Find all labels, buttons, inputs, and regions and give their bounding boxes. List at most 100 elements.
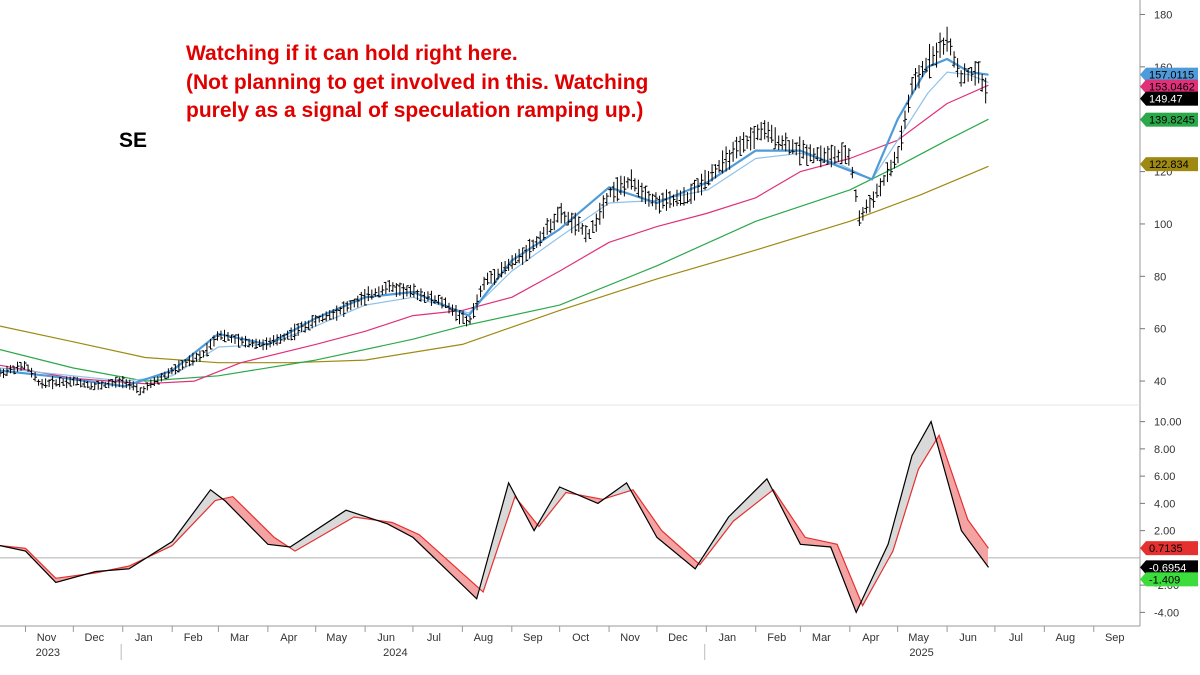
month-label: Jan	[135, 632, 153, 644]
price-bar	[927, 43, 932, 79]
price-bar	[240, 336, 245, 346]
price-bar	[699, 173, 704, 196]
price-bar	[415, 289, 420, 301]
price-bar	[169, 366, 174, 375]
price-bar	[296, 323, 301, 336]
price-bar	[801, 140, 806, 159]
price-bar	[331, 309, 336, 320]
price-bar	[853, 189, 858, 202]
price-bar	[166, 368, 171, 379]
price-bar	[489, 270, 494, 284]
price-bar	[632, 178, 637, 192]
price-bar	[945, 26, 950, 52]
price-bar	[562, 211, 567, 224]
osc-fill-segment	[805, 537, 809, 546]
price-bar	[804, 144, 809, 166]
price-bar	[773, 127, 778, 150]
price-bar	[920, 61, 925, 78]
price-bar	[710, 164, 715, 182]
price-bar	[394, 283, 399, 297]
month-label: Nov	[37, 632, 57, 644]
value-label-arrow	[1140, 79, 1146, 94]
price-bar	[215, 331, 220, 341]
price-bar	[667, 190, 672, 209]
price-bar	[485, 272, 490, 286]
price-bar	[934, 42, 939, 68]
price-bar	[780, 135, 785, 150]
month-label: Jun	[377, 632, 395, 644]
price-bar	[471, 303, 476, 319]
price-bar	[510, 255, 515, 270]
price-bar	[8, 365, 13, 374]
price-bar	[446, 302, 451, 314]
price-bar	[222, 329, 227, 343]
price-bar	[832, 146, 837, 165]
price-bar	[96, 380, 101, 390]
price-bar	[327, 310, 332, 320]
price-bar	[197, 350, 202, 362]
price-bar	[478, 285, 483, 298]
price-bar	[608, 187, 613, 198]
price-bar	[22, 361, 27, 370]
price-bar	[895, 146, 900, 164]
price-bar	[653, 192, 658, 210]
value-label-arrow	[1140, 572, 1146, 587]
price-bar	[162, 371, 167, 379]
price-bar	[5, 365, 10, 376]
price-value-label: 149.47	[1140, 91, 1198, 106]
price-bar	[902, 110, 907, 129]
month-label: Mar	[230, 632, 249, 644]
price-bar	[524, 244, 529, 262]
price-bar	[380, 285, 385, 295]
price-bar	[57, 377, 62, 388]
price-bar	[629, 169, 634, 190]
price-bar	[755, 124, 760, 141]
osc-signal-line	[0, 433, 989, 607]
price-bar	[899, 125, 904, 151]
price-bars	[0, 26, 988, 396]
price-bar	[555, 206, 560, 223]
price-bar	[839, 142, 844, 164]
price-bar	[50, 375, 55, 390]
price-bar	[625, 177, 630, 189]
price-bar	[692, 179, 697, 201]
price-bar	[75, 376, 80, 386]
price-bar	[541, 226, 546, 241]
price-bar	[285, 330, 290, 340]
price-bar	[797, 136, 802, 166]
price-bar	[569, 212, 574, 234]
price-bar	[959, 70, 964, 87]
value-label-text: -1.409	[1149, 574, 1180, 586]
osc-fill	[0, 421, 989, 613]
price-bar	[292, 323, 297, 341]
price-bar	[271, 335, 276, 346]
price-bar	[622, 176, 627, 197]
month-label: Mar	[812, 632, 831, 644]
price-bar	[383, 281, 388, 294]
value-label-arrow	[1140, 67, 1146, 82]
price-bar	[727, 149, 732, 170]
price-bar	[468, 315, 473, 325]
price-bar	[418, 288, 423, 302]
value-label-arrow	[1140, 112, 1146, 127]
price-bar	[366, 286, 371, 302]
price-bar	[962, 63, 967, 84]
price-bar	[131, 381, 136, 391]
price-bar	[808, 144, 813, 162]
ma-200-line	[0, 165, 989, 364]
price-bar	[190, 352, 195, 366]
price-bar	[769, 124, 774, 143]
price-bar	[482, 276, 487, 291]
price-bar	[825, 145, 830, 165]
price-bar	[924, 57, 929, 73]
price-bar	[636, 179, 641, 198]
price-bar	[47, 379, 52, 388]
annotation-line: purely as a signal of speculation rampin…	[186, 99, 644, 122]
price-bar	[113, 376, 118, 388]
price-bar	[734, 136, 739, 159]
value-label-text: 122.834	[1149, 159, 1189, 171]
price-bar	[141, 386, 146, 394]
osc-tick-label: 2.00	[1154, 526, 1175, 538]
osc-tick-label: 10.00	[1154, 417, 1182, 429]
price-bar	[703, 169, 708, 190]
